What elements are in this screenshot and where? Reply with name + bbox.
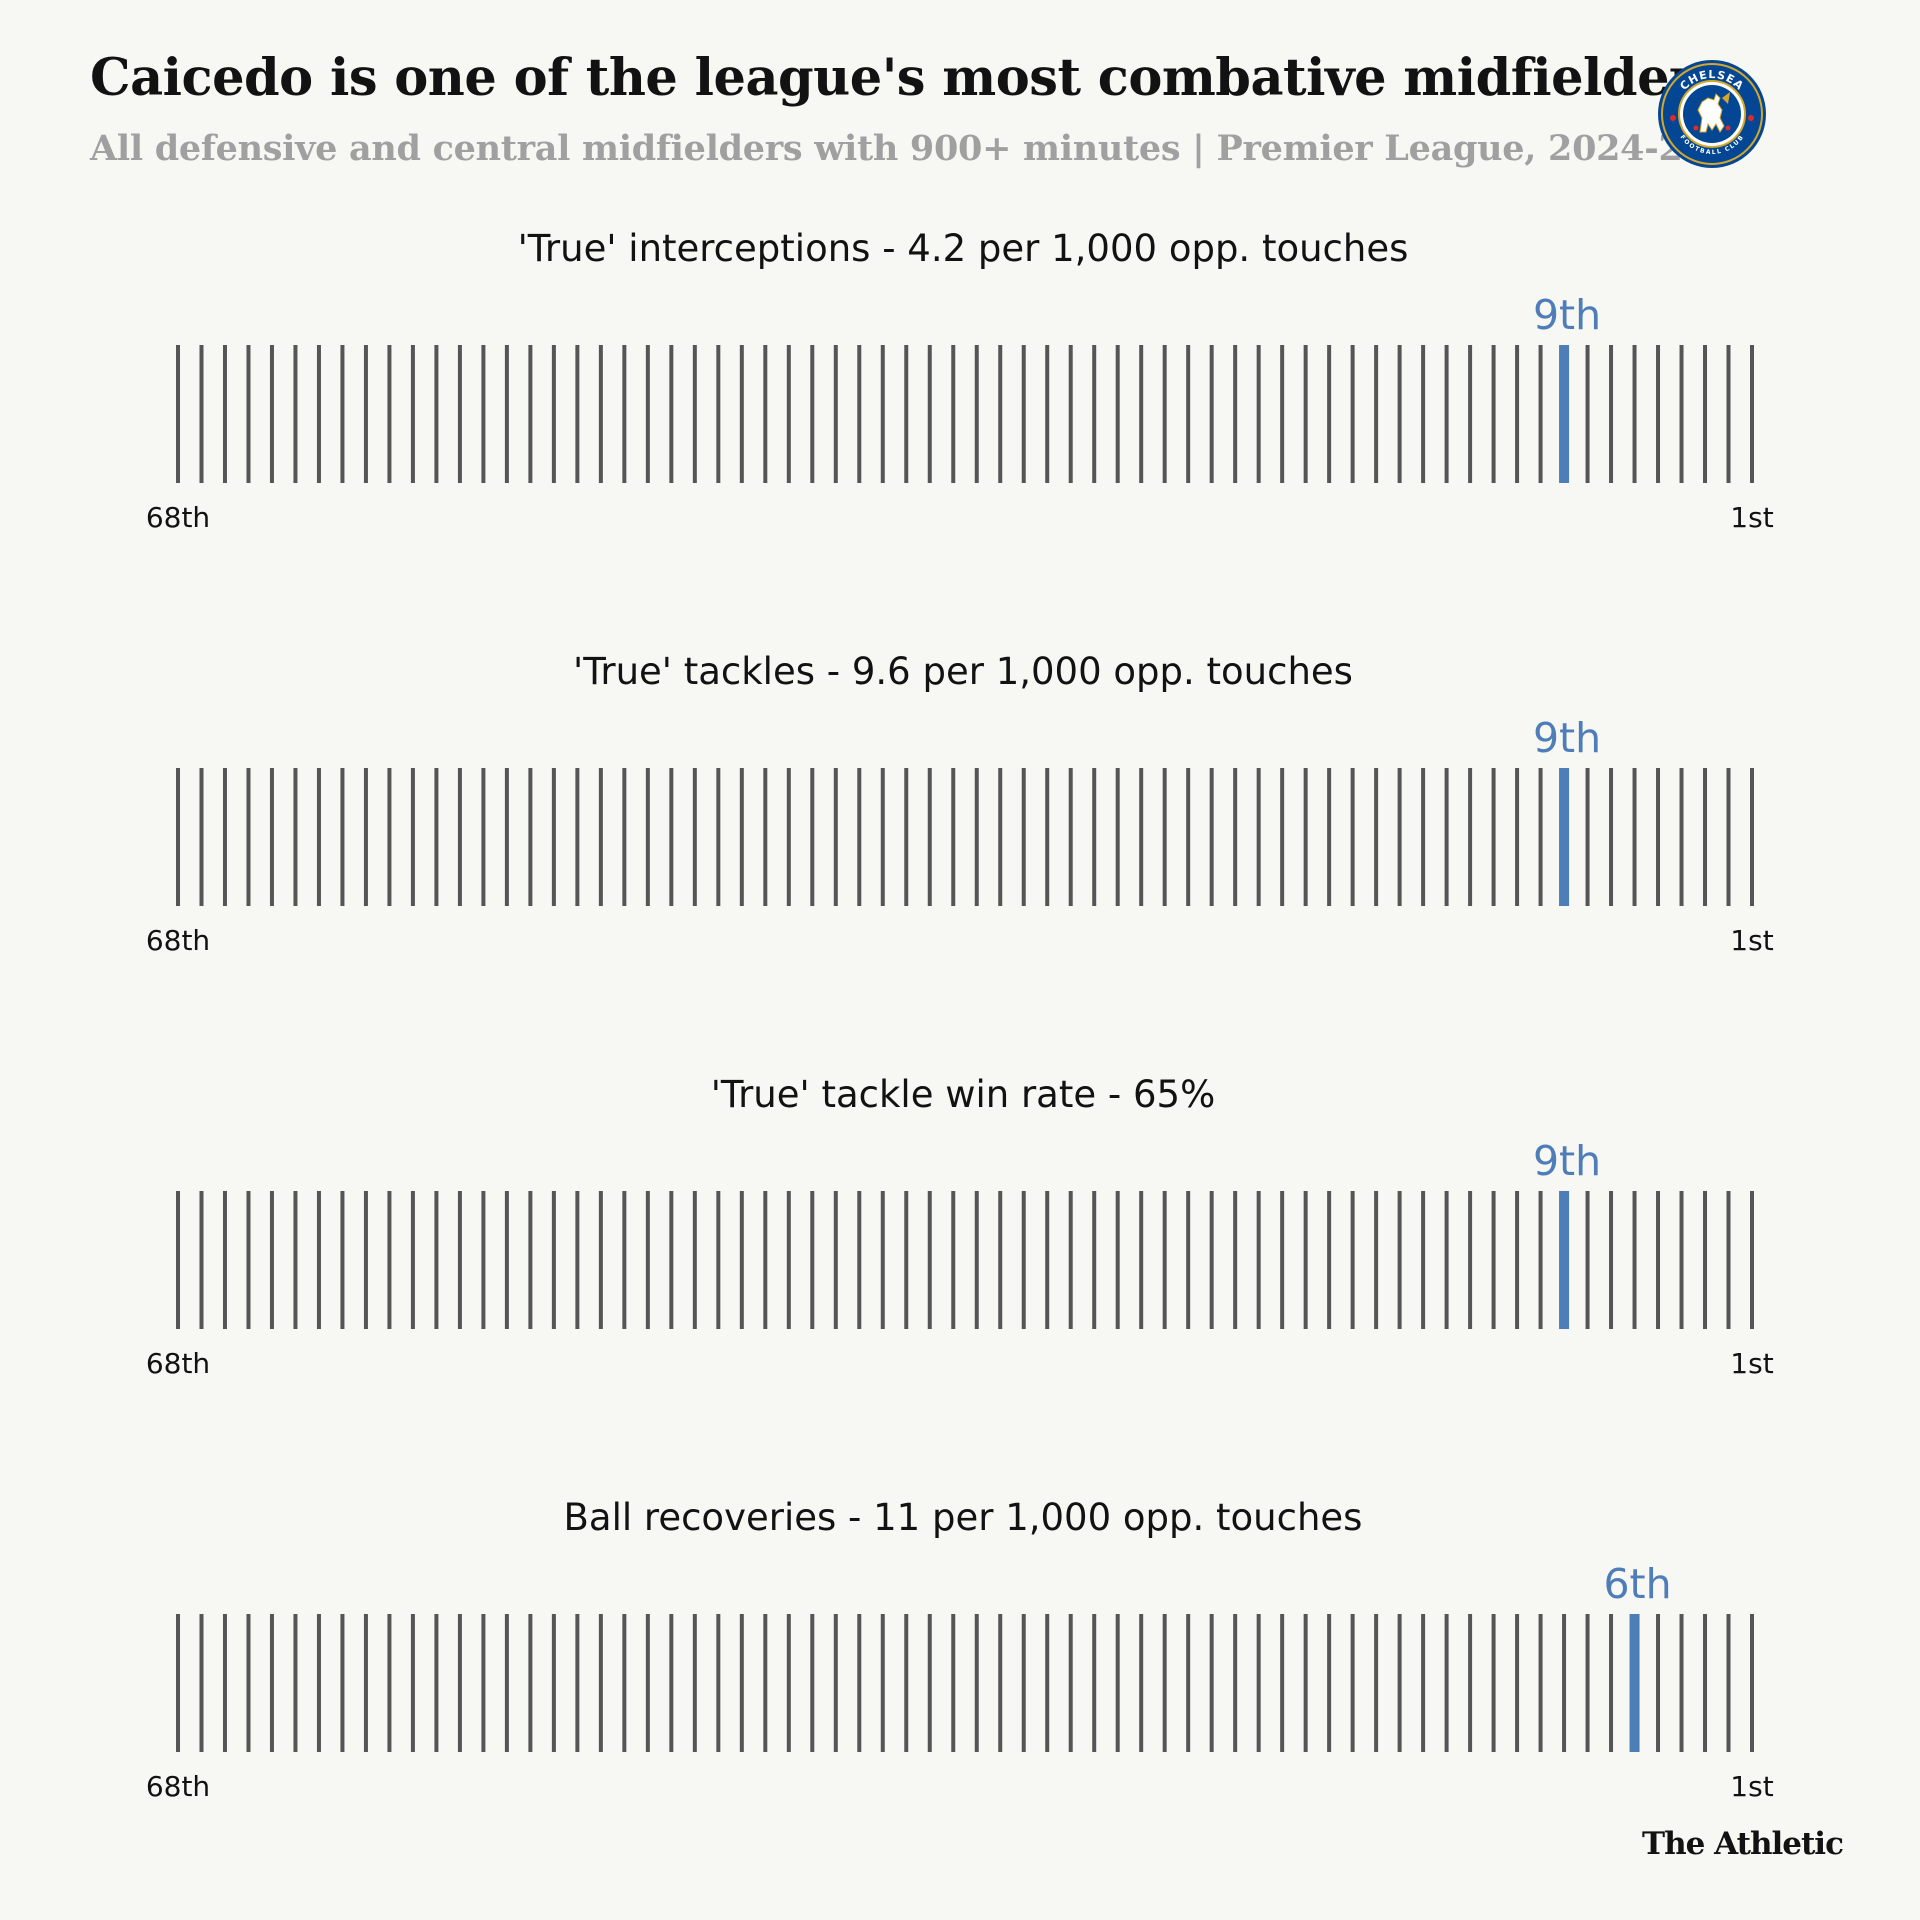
metric-title: 'True' interceptions - 4.2 per 1,000 opp… bbox=[518, 227, 1409, 270]
highlight-rank-label: 9th bbox=[1533, 291, 1601, 339]
rank-chart-panel: Ball recoveries - 11 per 1,000 opp. touc… bbox=[0, 1474, 1920, 1803]
rank-strip-svg: 'True' tackle win rate - 65% 9th 68th 1st bbox=[146, 1073, 1774, 1380]
rank-axis-left-label: 68th bbox=[146, 924, 210, 957]
rank-axis-left-label: 68th bbox=[146, 1347, 210, 1380]
rank-axis-left-label: 68th bbox=[146, 501, 210, 534]
rank-chart-panel: 'True' tackle win rate - 65% 9th 68th 1st bbox=[0, 1051, 1920, 1380]
rank-axis-right-label: 1st bbox=[1730, 1347, 1773, 1380]
rank-strip-svg: 'True' tackles - 9.6 per 1,000 opp. touc… bbox=[146, 650, 1774, 957]
crest-graphic: CHELSEA FOOTBALL CLUB bbox=[1658, 60, 1766, 168]
metric-title: Ball recoveries - 11 per 1,000 opp. touc… bbox=[564, 1496, 1363, 1539]
rank-chart-panel: 'True' interceptions - 4.2 per 1,000 opp… bbox=[0, 205, 1920, 534]
rank-axis-right-label: 1st bbox=[1730, 501, 1773, 534]
rank-axis-right-label: 1st bbox=[1730, 924, 1773, 957]
rank-axis-left-label: 68th bbox=[146, 1770, 210, 1803]
metric-title: 'True' tackles - 9.6 per 1,000 opp. touc… bbox=[573, 650, 1353, 693]
the-athletic-logo: The Athletic bbox=[1642, 1826, 1844, 1862]
chelsea-crest-icon: CHELSEA FOOTBALL CLUB bbox=[1656, 58, 1768, 170]
highlight-rank-label: 6th bbox=[1603, 1560, 1671, 1608]
highlight-rank-label: 9th bbox=[1533, 1137, 1601, 1185]
rank-axis-right-label: 1st bbox=[1730, 1770, 1773, 1803]
rank-strip-svg: Ball recoveries - 11 per 1,000 opp. touc… bbox=[146, 1496, 1774, 1803]
chart-subtitle: All defensive and central midfielders wi… bbox=[90, 128, 1707, 169]
rank-strip-svg: 'True' interceptions - 4.2 per 1,000 opp… bbox=[146, 227, 1774, 534]
rank-chart-panel: 'True' tackles - 9.6 per 1,000 opp. touc… bbox=[0, 628, 1920, 957]
highlight-rank-label: 9th bbox=[1533, 714, 1601, 762]
chart-title: Caicedo is one of the league's most comb… bbox=[90, 48, 1724, 108]
metric-title: 'True' tackle win rate - 65% bbox=[711, 1073, 1215, 1116]
